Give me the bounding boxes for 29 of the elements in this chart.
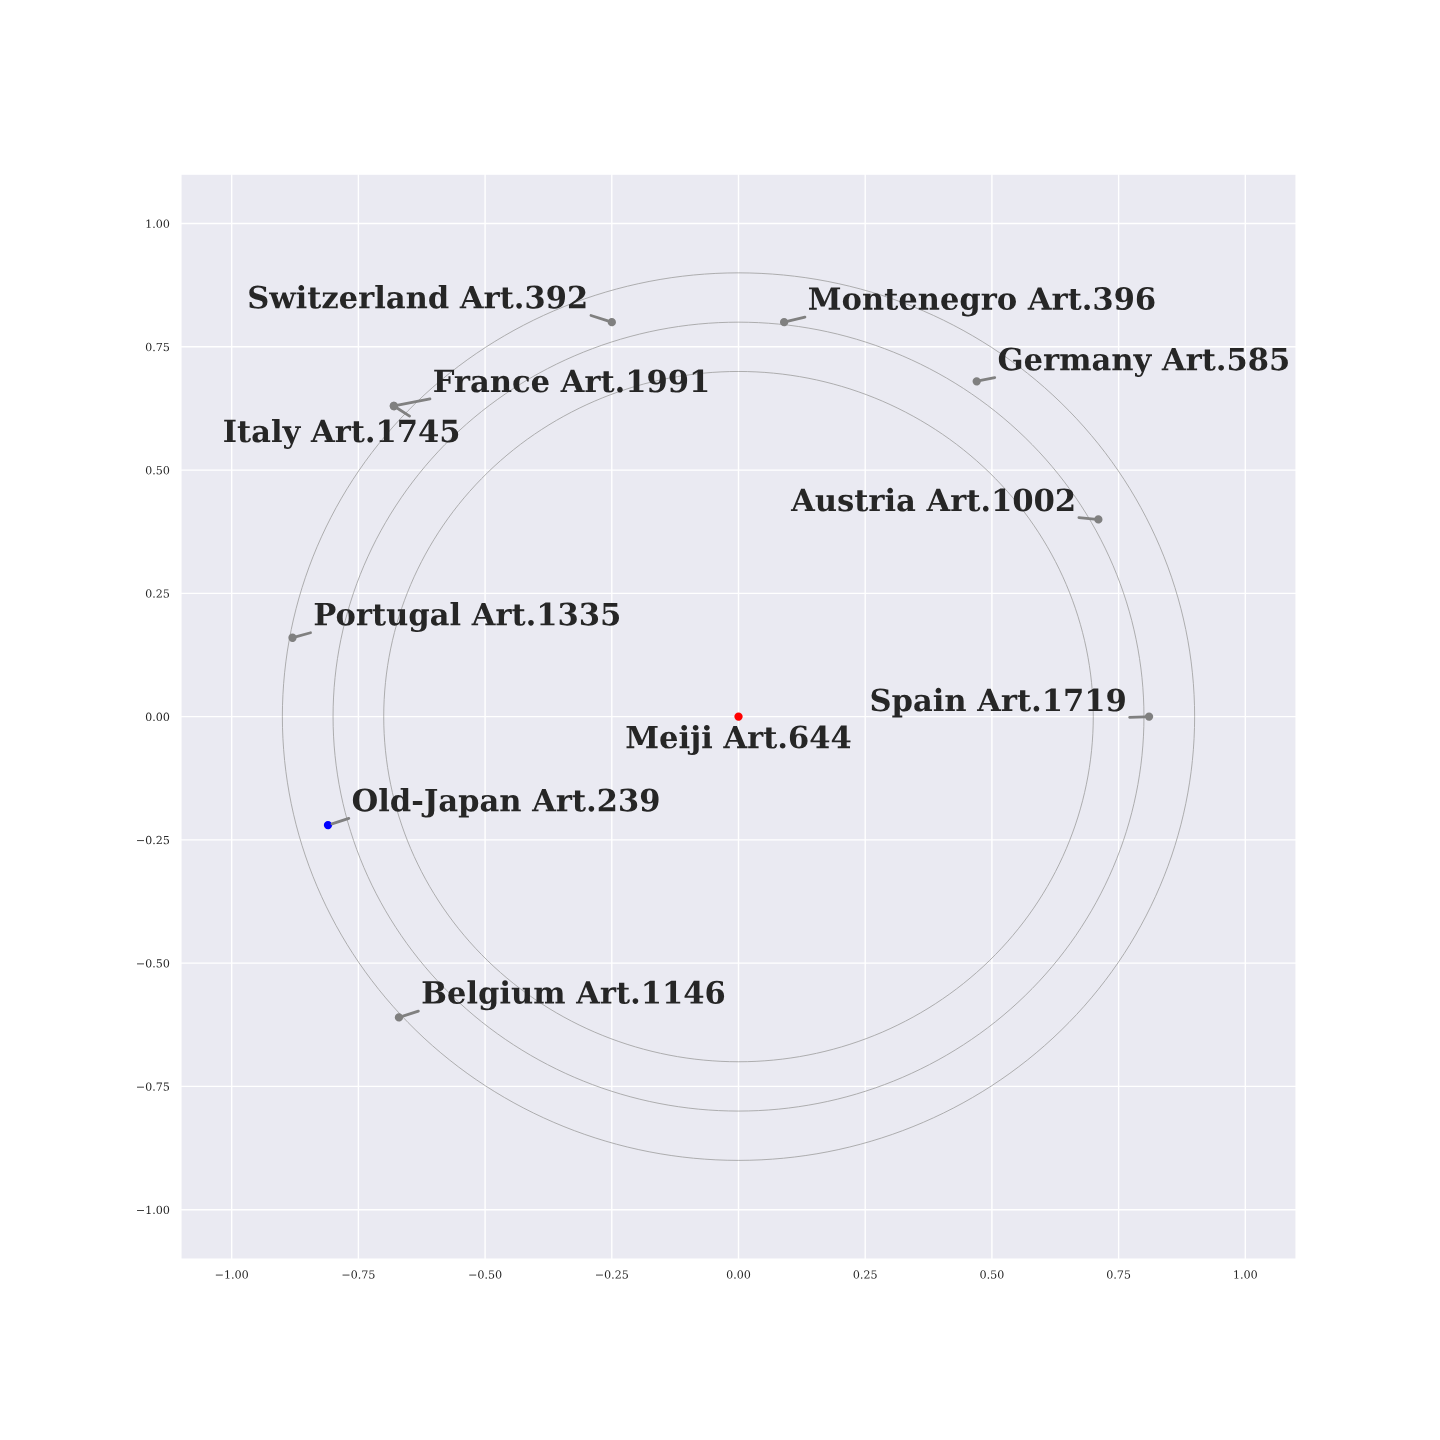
y-tick-label: −0.50 [137,959,170,968]
annotation: Montenegro Art.396 [809,286,1155,317]
x-tick-label: 0.00 [726,1270,751,1279]
y-tick-label: −1.00 [137,1205,170,1215]
x-tick-label: −1.00 [215,1270,248,1279]
x-tick-label: 0.50 [980,1270,1004,1279]
y-tick-label: −0.25 [137,835,170,845]
x-tick-label: 0.75 [1106,1270,1131,1279]
annotation: Spain Art.1719 [871,687,1125,718]
x-tick-label: 1.00 [1234,1270,1257,1279]
annotation: Old-Japan Art.239 [352,787,659,818]
x-tick-label: 0.25 [853,1270,877,1279]
annotation: Italy Art.1745 [224,418,459,449]
y-tick-label: 0.50 [145,466,170,475]
y-tick-label: 1.00 [146,219,170,228]
annotation: Austria Art.1002 [790,487,1074,512]
y-tick-label: 0.75 [145,342,170,352]
annotation: Belgium Art.1146 [422,980,725,1011]
x-tick-label: −0.50 [469,1270,502,1279]
annotation: Portugal Art.1335 [314,602,620,633]
annotation: Switzerland Art.392 [249,285,586,309]
y-tick-label: −0.75 [137,1082,170,1091]
y-tick-label: 0.00 [145,712,170,721]
annotation: Germany Art.585 [998,347,1288,378]
x-tick-label: −0.75 [342,1270,375,1279]
x-tick-label: −0.25 [595,1270,628,1279]
annotation: Meiji Art.644 [626,724,851,755]
y-tick-label: 0.25 [145,589,170,598]
annotation: France Art.1991 [434,369,708,393]
